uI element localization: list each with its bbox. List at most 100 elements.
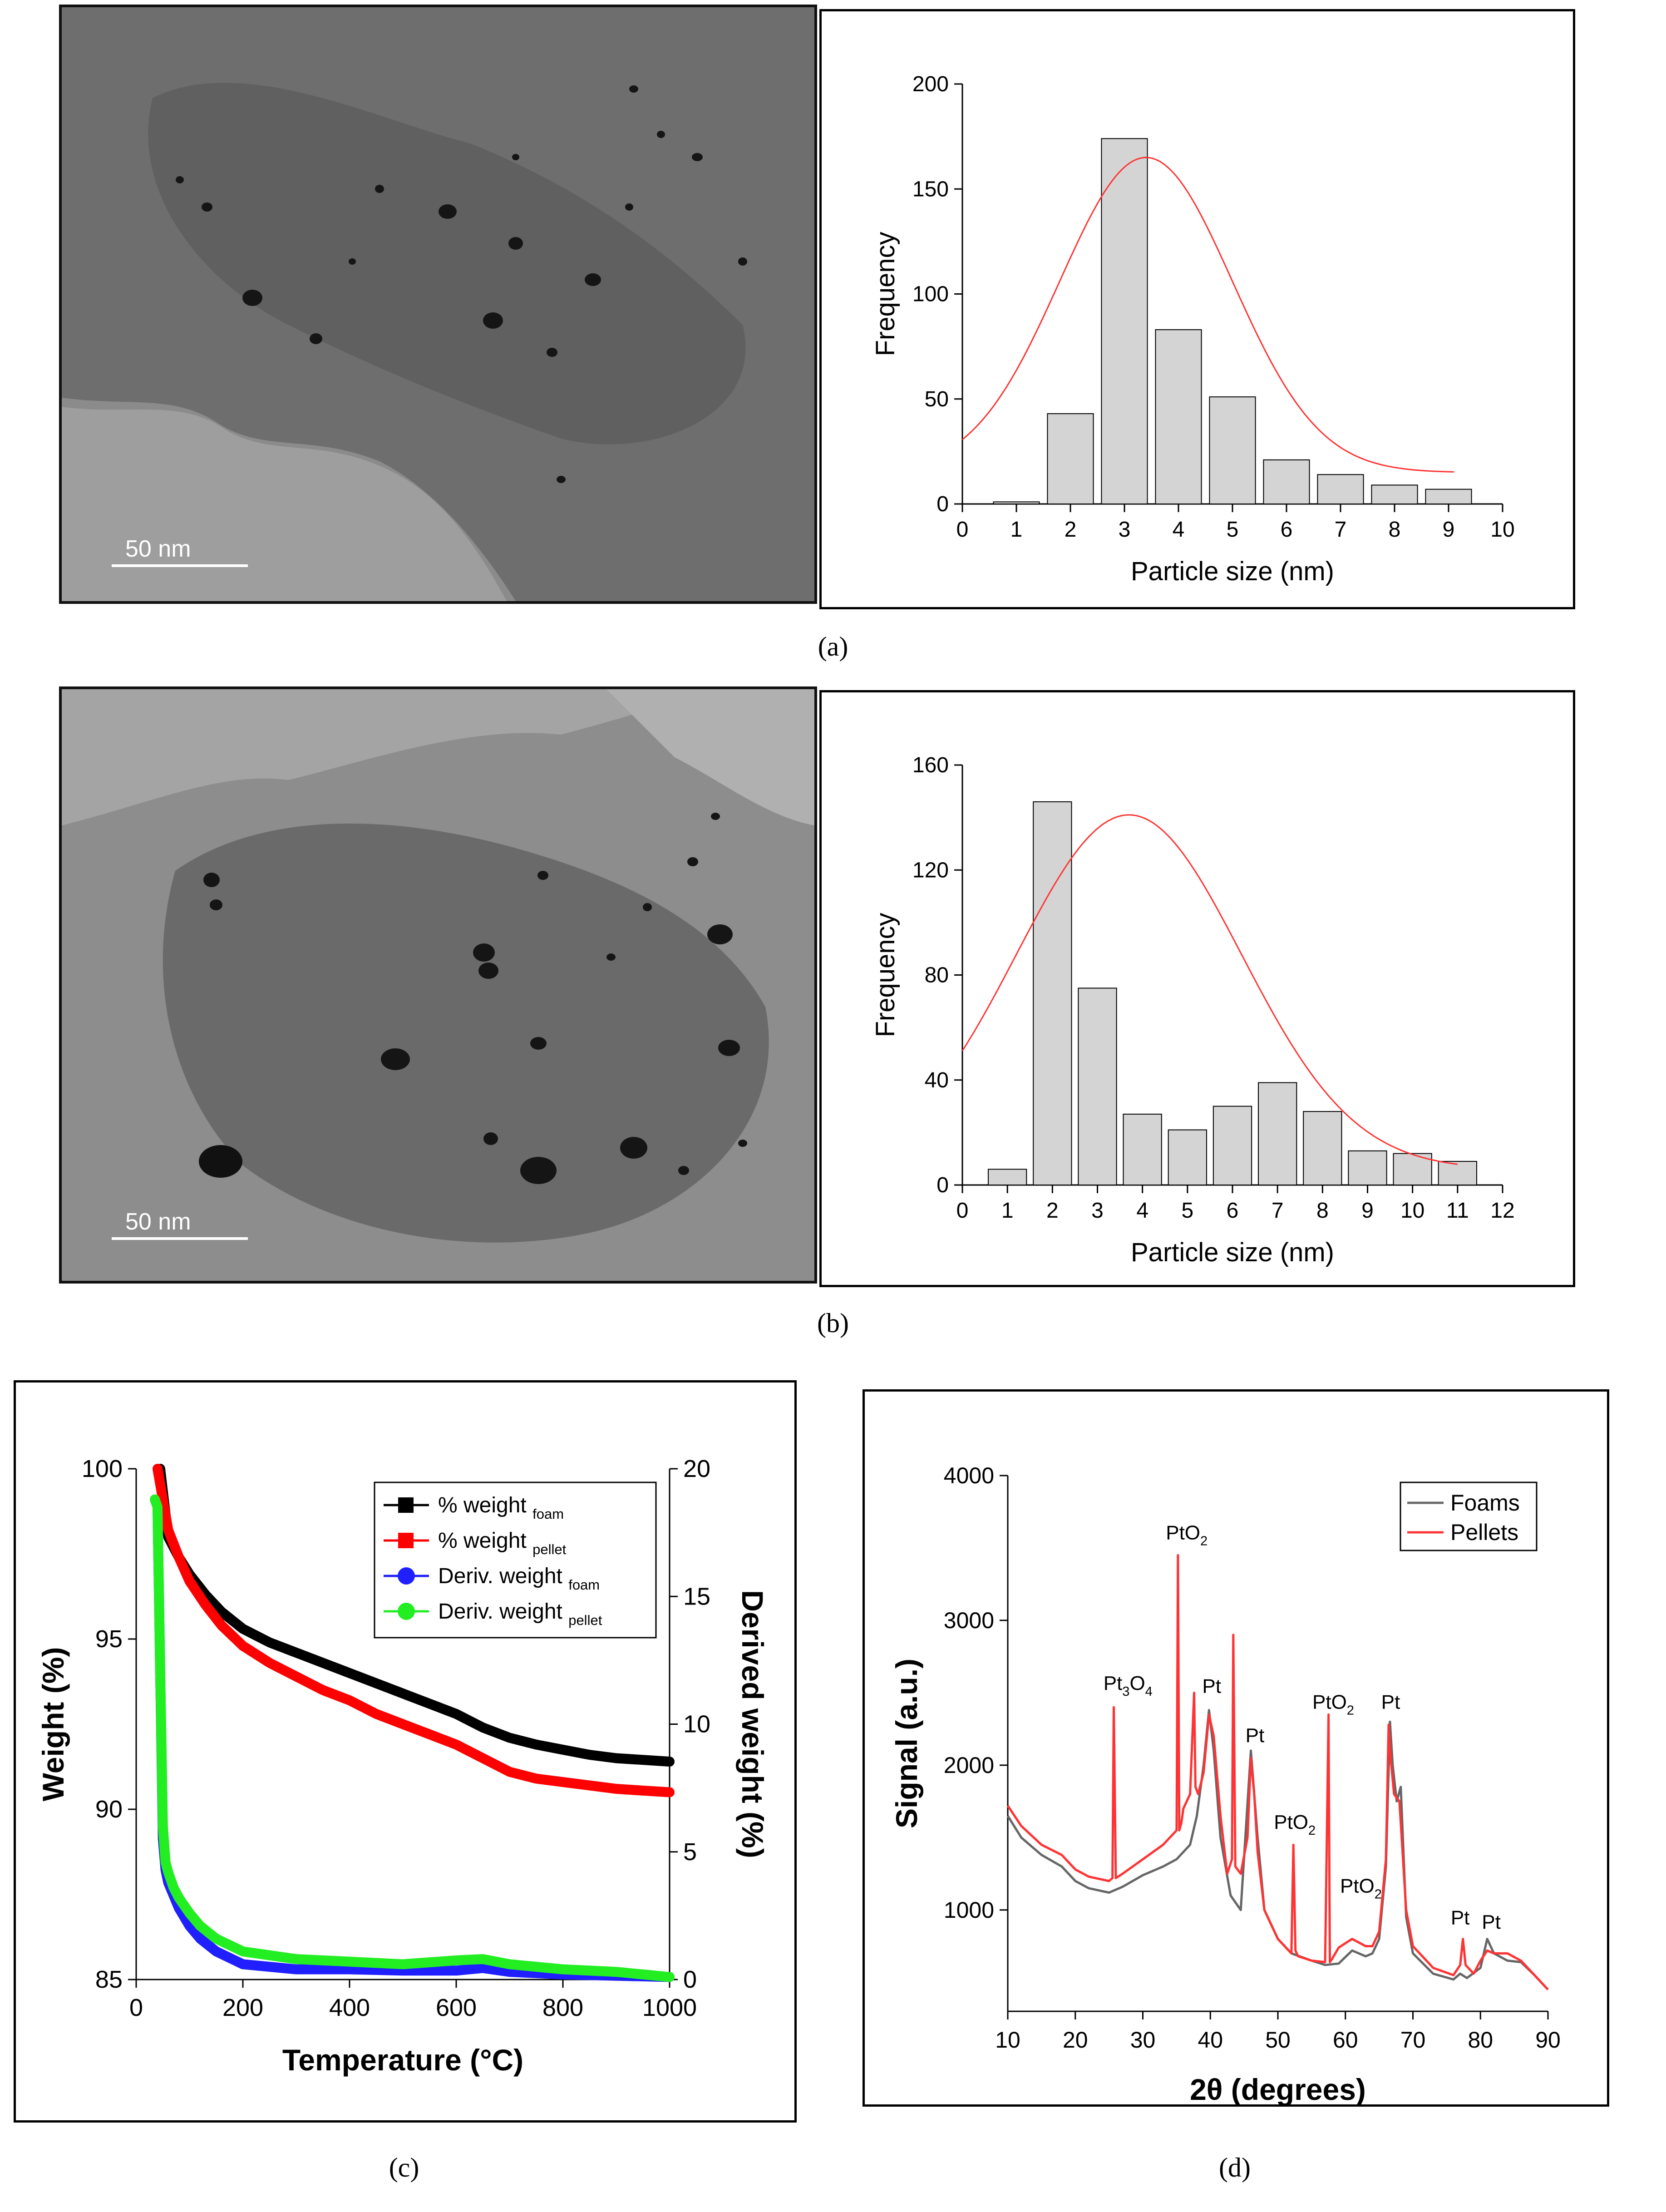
x-tick-label: 2 <box>1065 518 1077 542</box>
series-line-derivweight-pellet <box>150 1494 675 1982</box>
x-tick-label: 0 <box>956 1199 969 1223</box>
y-tick-label: 80 <box>925 963 949 988</box>
y-tick-label: 1000 <box>944 1897 994 1923</box>
histogram-bar <box>1303 1111 1342 1185</box>
y2-tick-label: 10 <box>683 1711 710 1738</box>
histogram-bar <box>1213 1106 1252 1185</box>
tga-chart: 0 200 400 600 800 100085909510005101520Temper… <box>36 1455 769 2077</box>
x-tick-label: 3 <box>1119 518 1131 542</box>
xrd-chart: 10 20 30 40 50 60 70 80 90 1000 2000 3000 4000 2θ (de… <box>890 1463 1561 2106</box>
tga-panel: 0 200 400 600 800 1000 85 90 95 100 0 5 10 15 20 Temper… <box>14 1380 797 2123</box>
y-tick-label: 40 <box>925 1068 949 1092</box>
x-tick-label: 11 <box>1446 1199 1469 1223</box>
x-tick-label: 60 <box>1333 2027 1358 2053</box>
y-axis-title: Frequency <box>871 913 900 1037</box>
x-tick-label: 6 <box>1227 1199 1239 1223</box>
x-tick-label: 8 <box>1316 1199 1329 1223</box>
legend-label: Deriv. weight pellet <box>438 1600 602 1628</box>
y-tick-label: 0 <box>937 492 949 516</box>
x-tick-label: 10 <box>1400 1199 1424 1223</box>
peak-label: Pt <box>1381 1691 1400 1713</box>
x-tick-label: 90 <box>1535 2027 1561 2053</box>
legend-label: % weight pellet <box>438 1529 567 1557</box>
histogram-bar <box>1209 396 1256 504</box>
x-tick-label: 4 <box>1136 1199 1148 1223</box>
y-tick-label: 100 <box>82 1455 123 1482</box>
y2-tick-label: 15 <box>683 1583 710 1610</box>
y-tick-label: 160 <box>912 753 949 777</box>
x-tick-label: 50 <box>1265 2027 1291 2053</box>
x-tick-label: 70 <box>1400 2027 1426 2053</box>
peak-label: Pt <box>1246 1724 1265 1747</box>
x-tick-label: 1000 <box>642 1994 697 2021</box>
histogram-bar <box>1101 138 1148 504</box>
x-tick-label: 200 <box>222 1994 263 2021</box>
peak-label: PtO2 <box>1274 1811 1316 1838</box>
caption-c: (c) <box>389 2153 419 2182</box>
y-tick-label: 95 <box>95 1625 123 1653</box>
y2-tick-label: 5 <box>683 1838 697 1866</box>
x-tick-label: 7 <box>1335 518 1347 542</box>
tem-image-a: 50 nm <box>59 5 817 604</box>
histogram-bar <box>1047 413 1094 504</box>
x-tick-label: 5 <box>1227 518 1239 542</box>
y2-axis-title: Derived weight (%) <box>736 1590 769 1858</box>
histogram-bar <box>1123 1113 1162 1185</box>
peak-label: Pt <box>1202 1675 1221 1697</box>
series-line-weight-pellet <box>153 1464 675 1797</box>
series-line-weight-foam <box>155 1464 675 1767</box>
x-tick-label: 8 <box>1389 518 1401 542</box>
x-tick-label: 400 <box>329 1994 370 2021</box>
series-line-foams <box>1006 1709 1549 1990</box>
legend-marker <box>398 1533 414 1548</box>
y-tick-label: 100 <box>912 282 949 306</box>
histogram-a-panel: 0 1 2 3 4 5 6 7 8 9 10 0 50 100 150 200 Particle size (n… <box>819 9 1575 609</box>
histogram-bar <box>1348 1150 1387 1185</box>
x-tick-label: 9 <box>1443 518 1455 542</box>
histogram-bar <box>1263 459 1310 504</box>
x-tick-label: 0 <box>129 1994 143 2021</box>
peak-label: Pt <box>1482 1911 1501 1933</box>
y-tick-label: 85 <box>95 1966 123 1993</box>
y-tick-label: 120 <box>912 858 949 882</box>
caption-a: (a) <box>818 632 848 662</box>
x-tick-label: 10 <box>995 2027 1020 2053</box>
peak-label: Pt3O4 <box>1104 1672 1153 1699</box>
x-tick-label: 9 <box>1361 1199 1374 1223</box>
y-tick-label: 90 <box>95 1796 123 1823</box>
tem-image-b: 50 nm <box>59 686 817 1284</box>
histogram-bar <box>1258 1082 1297 1185</box>
histogram-bar <box>988 1169 1027 1185</box>
xrd-panel: 10 20 30 40 50 60 70 80 90 1000 2000 3000 4000 2θ (de… <box>863 1389 1609 2107</box>
peak-label: PtO2 <box>1312 1691 1354 1718</box>
y-tick-label: 150 <box>912 177 949 201</box>
x-axis-title: Particle size (nm) <box>1131 1238 1334 1267</box>
y-tick-label: 4000 <box>944 1463 994 1488</box>
legend-marker <box>398 1567 415 1585</box>
gaussian-fit-line <box>961 814 1458 1165</box>
x-tick-label: 2 <box>1046 1199 1059 1223</box>
y-axis-title: Frequency <box>871 232 900 356</box>
histogram-bar <box>993 501 1040 504</box>
legend-marker <box>398 1603 415 1620</box>
histogram-b-panel: 0 1 2 3 4 5 6 7 8 9 10 11 12 0 40 80 120 160 Particle size… <box>819 690 1575 1287</box>
legend-label: Deriv. weight foam <box>438 1564 600 1593</box>
x-tick-label: 10 <box>1490 518 1514 542</box>
gaussian-fit-line <box>962 157 1454 473</box>
x-tick-label: 1 <box>1010 518 1023 542</box>
histogram-bar <box>1371 484 1418 504</box>
y-axis-title: Signal (a.u.) <box>890 1659 923 1828</box>
scale-bar-label-a: 50 nm <box>125 536 191 562</box>
x-tick-label: 12 <box>1490 1199 1514 1223</box>
x-tick-label: 80 <box>1468 2027 1493 2053</box>
histogram-bar <box>1425 489 1472 504</box>
histogram-bar <box>1155 329 1202 504</box>
legend-label: Pellets <box>1450 1520 1518 1545</box>
x-axis-title: 2θ (degrees) <box>1190 2073 1366 2104</box>
scale-bar-label-b: 50 nm <box>125 1209 191 1235</box>
x-tick-label: 40 <box>1198 2027 1223 2053</box>
series-line-pellets <box>1006 1554 1549 1990</box>
tem-micrograph-a: 50 nm <box>62 7 814 601</box>
